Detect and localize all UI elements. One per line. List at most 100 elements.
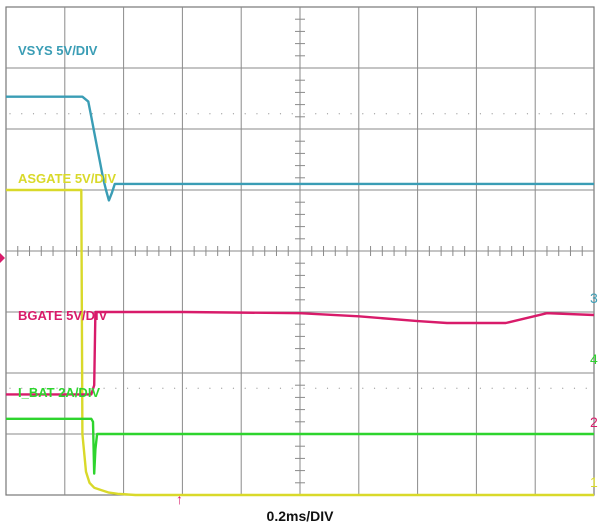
grid-dot bbox=[256, 387, 258, 389]
grid-dot bbox=[91, 113, 93, 115]
grid-dot bbox=[150, 113, 152, 115]
grid-dot bbox=[562, 113, 564, 115]
grid-dot bbox=[444, 387, 446, 389]
grid-dot bbox=[32, 387, 35, 389]
grid-dot bbox=[444, 113, 446, 115]
grid-dot bbox=[244, 113, 246, 115]
grid-dot bbox=[138, 387, 140, 389]
trace-vsys bbox=[6, 95, 594, 202]
grid-dot bbox=[538, 387, 540, 389]
grid-dot bbox=[9, 113, 11, 115]
grid-dot bbox=[362, 113, 364, 115]
grid-dot bbox=[573, 387, 576, 389]
grid-dot bbox=[21, 387, 23, 389]
traces-layer bbox=[0, 95, 595, 497]
series-label-bgate: BGATE 5V/DIV bbox=[18, 308, 108, 323]
grid-dot bbox=[221, 113, 223, 115]
grid-dot bbox=[162, 387, 164, 389]
grid-dot bbox=[9, 387, 11, 389]
grid-dot bbox=[103, 387, 105, 389]
grid-dot bbox=[232, 387, 235, 389]
grid-dot bbox=[174, 113, 176, 115]
channel-marker-asgate: 1 bbox=[590, 474, 598, 490]
trace-bgate bbox=[6, 310, 595, 396]
grid-dot bbox=[397, 113, 399, 115]
grid-dot bbox=[209, 387, 211, 389]
grid-dot bbox=[303, 113, 305, 115]
grid-dot bbox=[550, 387, 552, 389]
grid-dot bbox=[397, 387, 399, 389]
grid-dot bbox=[185, 387, 187, 389]
grid-dot bbox=[585, 113, 587, 115]
bgate-pointer-left bbox=[0, 253, 5, 263]
grid-dot bbox=[409, 387, 411, 389]
grid-dot bbox=[79, 387, 82, 389]
grid-dot bbox=[526, 387, 529, 389]
grid-dot bbox=[115, 113, 117, 115]
grid-dot bbox=[503, 387, 505, 389]
grid-dot bbox=[232, 113, 235, 115]
grid-dot bbox=[326, 113, 329, 115]
series-label-vsys: VSYS 5V/DIV bbox=[18, 43, 98, 58]
channel-marker-vsys: 3 bbox=[590, 290, 598, 306]
grid-dot bbox=[456, 113, 458, 115]
grid-dot bbox=[421, 387, 423, 389]
timebase-label: 0.2ms/DIV bbox=[266, 508, 334, 524]
grid-dot bbox=[127, 113, 129, 115]
grid-dot bbox=[338, 113, 340, 115]
grid-dot bbox=[432, 387, 434, 389]
grid-dot bbox=[174, 387, 176, 389]
grid-dot bbox=[68, 113, 70, 115]
grid-dot bbox=[244, 387, 246, 389]
grid-dot bbox=[21, 113, 23, 115]
grid-dot bbox=[468, 113, 470, 115]
oscilloscope-screen: VSYS 5V/DIV ASGATE 5V/DIV BGATE 5V/DIV I… bbox=[0, 6, 598, 505]
grid-dot bbox=[268, 113, 270, 115]
grid-dot bbox=[526, 113, 529, 115]
grid-dot bbox=[56, 387, 58, 389]
grid-dot bbox=[562, 387, 564, 389]
grid-dot bbox=[185, 113, 187, 115]
grid-dot bbox=[197, 113, 199, 115]
grid-dot bbox=[385, 387, 387, 389]
grid-dot bbox=[362, 387, 364, 389]
grid-dot bbox=[303, 387, 305, 389]
grid-dot bbox=[44, 387, 46, 389]
grid-dot bbox=[585, 387, 587, 389]
grid-dot bbox=[338, 387, 340, 389]
grid-dot bbox=[56, 113, 58, 115]
trace-asgate bbox=[6, 188, 594, 497]
grid-dot bbox=[162, 113, 164, 115]
grid-dot bbox=[103, 113, 105, 115]
grid-dot bbox=[150, 387, 152, 389]
grid-dot bbox=[209, 113, 211, 115]
grid-dot bbox=[315, 113, 317, 115]
grid-dot bbox=[468, 387, 470, 389]
grid-dot bbox=[79, 113, 82, 115]
grid-dot bbox=[326, 387, 329, 389]
grid-dot bbox=[515, 113, 517, 115]
grid-dot bbox=[44, 113, 46, 115]
grid-dot bbox=[573, 113, 576, 115]
grid-dot bbox=[515, 387, 517, 389]
grid-dot bbox=[279, 113, 282, 115]
grid-dot bbox=[409, 113, 411, 115]
graticule-grid bbox=[5, 6, 595, 496]
grid-dot bbox=[138, 113, 140, 115]
grid-dot bbox=[221, 387, 223, 389]
grid-dot bbox=[479, 387, 481, 389]
trace-ibat bbox=[6, 417, 594, 475]
grid-dot bbox=[32, 113, 35, 115]
grid-dot bbox=[350, 387, 352, 389]
channel-marker-bgate: 4 bbox=[590, 351, 598, 367]
grid-dot bbox=[268, 387, 270, 389]
series-label-asgate: ASGATE 5V/DIV bbox=[18, 171, 116, 186]
series-label-ibat: I_BAT 2A/DIV bbox=[18, 385, 100, 400]
grid-dot bbox=[491, 387, 493, 389]
grid-dot bbox=[291, 113, 293, 115]
grid-dot bbox=[385, 113, 387, 115]
channel-marker-ibat: 2 bbox=[590, 414, 598, 430]
grid-dot bbox=[550, 113, 552, 115]
grid-dot bbox=[432, 113, 434, 115]
grid-dot bbox=[350, 113, 352, 115]
